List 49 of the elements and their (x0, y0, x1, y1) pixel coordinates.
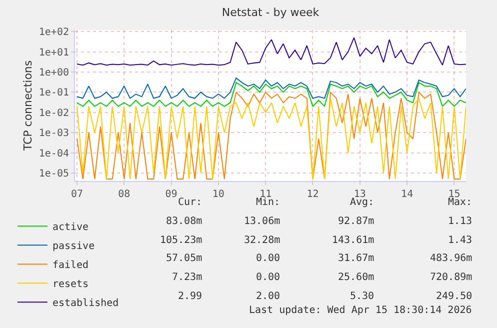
x-tick-label: 09 (165, 189, 178, 200)
y-tick-label: 1e+01 (38, 47, 69, 58)
x-tick-label: 08 (118, 189, 130, 200)
y-tick-label: 1e-01 (38, 88, 69, 99)
text: Last update: Wed Apr 15 18:30:14 2026 (249, 305, 472, 316)
text: 0.00 (256, 253, 280, 264)
y-tick-label: 1e-03 (38, 128, 69, 140)
text: 1.43 (448, 235, 472, 246)
text: Cur: (178, 197, 202, 208)
text: 32.28m (244, 235, 280, 246)
legend-label: active (52, 222, 89, 233)
text: 720.89m (430, 272, 472, 283)
line-series (76, 82, 466, 107)
text: 2.00 (256, 291, 280, 302)
text: 83.08m (166, 216, 202, 227)
y-tick-label: 1e+00 (38, 67, 69, 78)
text: 57.05m (166, 253, 202, 264)
text: 92.87m (338, 216, 374, 227)
x-tick-label: 07 (70, 189, 83, 200)
text: 0.00 (256, 272, 280, 283)
y-tick-label: 1e-05 (38, 168, 69, 180)
text: Avg: (350, 197, 374, 208)
text: 143.61m (332, 235, 374, 246)
y-tick-label: 1e-04 (38, 148, 69, 160)
text: 483.96m (430, 253, 472, 264)
legend-label: resets (52, 278, 89, 290)
x-tick-label: 14 (401, 189, 414, 200)
text: Max: (448, 197, 472, 208)
text: 249.50 (436, 291, 472, 302)
chart-title: Netstat - by week (222, 6, 320, 19)
x-tick-label: 10 (212, 189, 224, 200)
text: Min: (256, 197, 280, 208)
legend-label: failed (52, 260, 89, 271)
legend-label: passive (52, 240, 95, 252)
y-axis-title: TCP connections (22, 60, 35, 152)
line-series (76, 78, 466, 99)
text: 25.60m (338, 272, 374, 283)
text: 5.30 (350, 291, 374, 302)
y-tick-label: 1e+02 (38, 27, 69, 38)
text: 105.23m (160, 235, 202, 246)
y-tick-label: 1e-02 (38, 108, 69, 119)
text: 7.23m (172, 272, 202, 283)
text: 2.99 (178, 291, 202, 302)
line-series (76, 37, 466, 66)
text: 13.06m (244, 216, 280, 227)
legend-label: established (52, 298, 119, 309)
x-tick-label: 12 (306, 189, 319, 200)
text: 31.67m (338, 253, 374, 264)
text: 1.13 (448, 216, 472, 227)
